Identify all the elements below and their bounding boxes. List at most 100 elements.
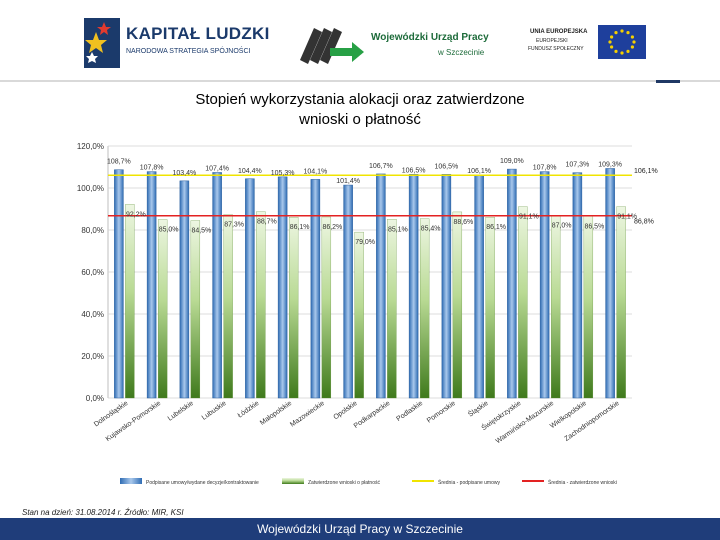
kapital-ludzki-logo: KAPITAŁ LUDZKI NARODOWA STRATEGIA SPÓJNO… <box>82 14 270 72</box>
blue-bar-value-label: 107,4% <box>205 165 229 172</box>
bar-signed-contracts <box>146 171 157 399</box>
chart-title-line1: Stopień wykorzystania alokacji oraz zatw… <box>195 91 525 108</box>
legend-swatch <box>282 478 304 484</box>
green-bar-value-label: 86,1% <box>486 224 506 231</box>
star-flag-icon <box>84 18 120 68</box>
eu-flag-icon <box>598 25 646 59</box>
y-tick-label: 60,0% <box>81 268 104 277</box>
blue-bar-value-label: 107,8% <box>533 165 557 172</box>
chart-title-line2: wnioski o płatność <box>299 111 421 128</box>
bar-approved-payments <box>190 220 201 399</box>
bar-approved-payments <box>452 211 463 399</box>
eu-line3: FUNDUSZ SPOŁECZNY <box>528 46 584 52</box>
bar-approved-payments <box>518 206 528 399</box>
bar-approved-payments <box>616 206 626 399</box>
bar-signed-contracts <box>441 174 452 399</box>
bar-signed-contracts <box>376 173 386 399</box>
bar-signed-contracts <box>114 169 124 399</box>
green-bar-value-label: 87,0% <box>552 222 572 229</box>
bar-approved-payments <box>550 215 561 399</box>
header-divider-accent <box>656 80 680 83</box>
green-bar-value-label: 92,2% <box>126 211 146 218</box>
category-label: Zachodniopomorskie <box>564 400 621 443</box>
blue-bar-value-label: 103,4% <box>173 170 197 177</box>
category-label: Kujawsko-Pomorskie <box>105 400 163 443</box>
chart-title: Stopień wykorzystania alokacji oraz zatw… <box>120 90 600 130</box>
category-label: Śląskie <box>466 398 490 418</box>
wup-city: w Szczecinie <box>438 48 485 57</box>
wup-logo: Wojewódzki Urząd Pracy w Szczecinie <box>296 20 506 66</box>
eu-line2: EUROPEJSKI <box>536 38 568 44</box>
bar-signed-contracts <box>474 174 484 399</box>
bar-signed-contracts <box>277 176 288 399</box>
eu-line1: UNIA EUROPEJSKA <box>530 29 588 35</box>
kapital-ludzki-subtitle: NARODOWA STRATEGIA SPÓJNOŚCI <box>126 48 251 55</box>
blue-bar-value-label: 109,0% <box>500 158 524 165</box>
bar-signed-contracts <box>179 180 190 399</box>
bar-approved-payments <box>387 219 397 399</box>
category-label: Warmińsko-Mazurskie <box>495 400 556 445</box>
average-line-label: 106,1% <box>634 168 658 175</box>
category-label: Opolskie <box>332 400 358 421</box>
blue-bar-value-label: 108,7% <box>107 159 131 166</box>
bar-signed-contracts <box>343 184 353 399</box>
wup-name: Wojewódzki Urząd Pracy <box>371 32 489 43</box>
green-bar-value-label: 79,0% <box>355 239 375 246</box>
bar-signed-contracts <box>539 171 550 399</box>
header: KAPITAŁ LUDZKI NARODOWA STRATEGIA SPÓJNO… <box>0 0 720 80</box>
bar-approved-payments <box>256 211 266 399</box>
legend-swatch <box>120 478 142 484</box>
bar-approved-payments <box>321 216 332 399</box>
blue-bar-value-label: 109,3% <box>598 161 622 168</box>
blue-bar-value-label: 106,7% <box>369 163 393 170</box>
bar-approved-payments <box>583 216 594 399</box>
category-label: Lubuskie <box>201 400 228 422</box>
footer-text: Wojewódzki Urząd Pracy w Szczecinie <box>257 522 463 536</box>
category-label: Podkarpackie <box>353 400 392 430</box>
green-bar-value-label: 85,0% <box>159 227 179 234</box>
legend-label: Średnia - zatwierdzone wnioski <box>548 478 617 486</box>
green-bar-value-label: 88,7% <box>257 219 277 226</box>
y-tick-label: 40,0% <box>81 310 104 319</box>
green-bar-value-label: 86,1% <box>290 224 310 231</box>
average-line-label: 86,8% <box>634 219 654 226</box>
blue-bar-value-label: 107,3% <box>566 162 590 169</box>
bar-approved-payments <box>419 218 430 399</box>
bar-signed-contracts <box>310 179 321 399</box>
blue-bar-value-label: 104,1% <box>304 168 328 175</box>
bar-signed-contracts <box>245 178 255 399</box>
y-tick-label: 100,0% <box>77 184 104 193</box>
category-label: Pomorskie <box>426 400 457 425</box>
blue-bar-value-label: 106,5% <box>402 167 426 174</box>
category-label: Lubelskie <box>167 400 195 423</box>
legend-label: Średnia - podpisane umowy <box>438 478 500 486</box>
bar-signed-contracts <box>408 174 419 399</box>
bar-approved-payments <box>288 217 299 399</box>
source-note: Stan na dzień: 31.08.2014 r. Źródło: MIR… <box>22 508 184 517</box>
y-tick-label: 80,0% <box>81 226 104 235</box>
category-label: Mazowieckie <box>289 400 326 429</box>
bar-approved-payments <box>485 217 495 399</box>
blue-bar-value-label: 106,5% <box>435 163 459 170</box>
category-label: Podlaskie <box>395 400 424 423</box>
legend-label: Zatwierdzone wnioski o płatność <box>308 480 380 486</box>
footer-bar: Wojewódzki Urząd Pracy w Szczecinie <box>0 518 720 540</box>
green-bar-value-label: 85,4% <box>421 226 441 233</box>
bar-approved-payments <box>354 231 364 399</box>
green-bar-value-label: 86,2% <box>322 224 342 231</box>
green-bar-value-label: 85,1% <box>388 226 408 233</box>
bar-signed-contracts <box>507 168 517 399</box>
green-bar-value-label: 86,5% <box>584 223 604 230</box>
kapital-ludzki-title: KAPITAŁ LUDZKI <box>126 24 270 43</box>
bar-approved-payments <box>125 204 135 399</box>
green-bar-value-label: 91,1% <box>617 214 637 221</box>
blue-bar-value-label: 107,8% <box>140 165 164 172</box>
wup-arrow-icon <box>300 28 364 64</box>
y-tick-label: 120,0% <box>77 142 104 151</box>
blue-bar-value-label: 101,4% <box>336 178 360 185</box>
green-bar-value-label: 84,5% <box>191 228 211 235</box>
green-bar-value-label: 91,1% <box>519 214 539 221</box>
green-bar-value-label: 87,3% <box>224 222 244 229</box>
category-label: Łódzkie <box>237 400 261 420</box>
